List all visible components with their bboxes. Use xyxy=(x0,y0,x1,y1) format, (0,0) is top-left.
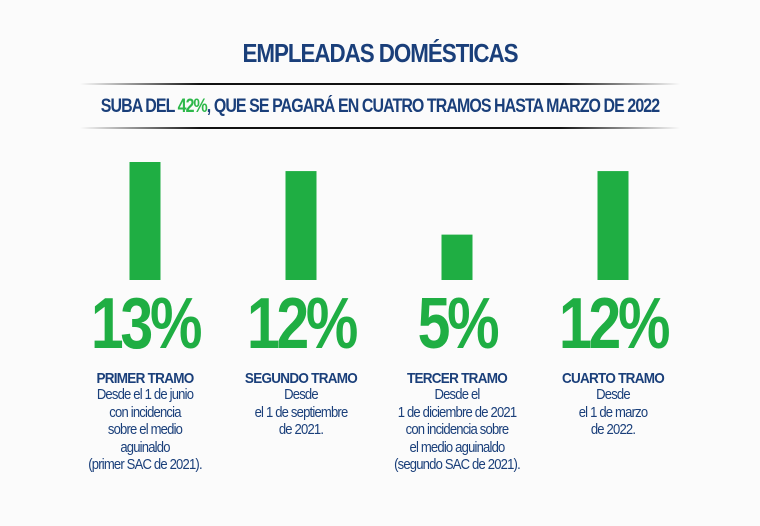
page-title: EMPLEADAS DOMÉSTICAS xyxy=(242,38,518,68)
tramo-2: SEGUNDO TRAMO Desde el 1 de septiembre d… xyxy=(206,370,396,440)
desc-line: (segundo SAC de 2021). xyxy=(394,457,521,473)
value-label-1: 13% xyxy=(91,282,201,363)
tramo-name: CUARTO TRAMO xyxy=(561,370,665,387)
tramo-description: Desde el 1 de marzo de 2022. xyxy=(528,387,699,440)
value-label-3: 5% xyxy=(418,282,499,363)
desc-line: el 1 de marzo xyxy=(578,404,648,421)
subtitle-suffix: , QUE SE PAGARÁ EN CUATRO TRAMOS HASTA M… xyxy=(206,96,660,117)
desc-line: Desde xyxy=(596,387,630,403)
desc-line: 1 de diciembre de 2021 xyxy=(397,404,517,421)
desc-line: sobre el medio xyxy=(107,422,183,438)
desc-line: el medio aguinaldo xyxy=(409,439,506,456)
tramo-name: PRIMER TRAMO xyxy=(96,370,194,387)
subtitle-prefix: SUBA DEL xyxy=(100,96,178,117)
desc-line: el 1 de septiembre xyxy=(254,404,349,421)
desc-line: con incidencia xyxy=(109,404,181,421)
desc-line: con incidencia sobre xyxy=(405,422,510,438)
tramo-4: CUARTO TRAMO Desde el 1 de marzo de 2022… xyxy=(518,370,708,440)
bar-3 xyxy=(441,234,473,280)
tramo-3: TERCER TRAMO Desde el 1 de diciembre de … xyxy=(362,370,552,475)
top-divider xyxy=(80,83,680,85)
bottom-divider xyxy=(80,127,680,129)
desc-line: Desde el 1 de junio xyxy=(96,387,194,403)
subtitle-highlight: 42% xyxy=(177,96,208,117)
tramo-description: Desde el 1 de septiembre de 2021. xyxy=(216,387,387,440)
tramo-name: SEGUNDO TRAMO xyxy=(244,370,358,387)
desc-line: aguinaldo xyxy=(120,439,170,456)
desc-line: de 2021. xyxy=(278,422,324,438)
value-label-4: 12% xyxy=(559,282,669,363)
desc-line: de 2022. xyxy=(590,422,636,438)
tramo-1: PRIMER TRAMO Desde el 1 de junio con inc… xyxy=(50,370,240,475)
tramo-description: Desde el 1 de junio con incidencia sobre… xyxy=(60,387,231,475)
desc-line: (primer SAC de 2021). xyxy=(88,457,202,473)
tramo-name: TERCER TRAMO xyxy=(406,370,508,387)
bar-chart: 13% 12% 5% 12% xyxy=(91,162,672,363)
bar-2 xyxy=(285,171,317,280)
tramo-description: Desde el 1 de diciembre de 2021 con inci… xyxy=(372,387,543,475)
bar-1 xyxy=(129,162,161,280)
value-label-2: 12% xyxy=(247,282,357,363)
desc-line: Desde el xyxy=(434,387,480,403)
page-subtitle: SUBA DEL 42%, QUE SE PAGARÁ EN CUATRO TR… xyxy=(61,96,699,118)
desc-line: Desde xyxy=(284,387,318,403)
bar-4 xyxy=(597,171,629,280)
